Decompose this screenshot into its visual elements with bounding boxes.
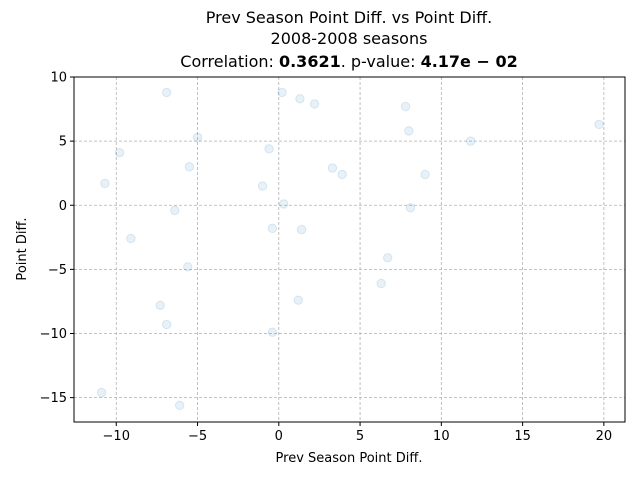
y-tick-label: −15 (40, 391, 67, 406)
scatter-point (183, 262, 193, 272)
y-tick-label: −10 (40, 327, 67, 342)
pvalue-prefix: . p-value: (341, 52, 421, 71)
correlation-prefix: Correlation: (180, 52, 279, 71)
scatter-point (295, 94, 305, 104)
scatter-point (404, 126, 414, 136)
scatter-point (161, 87, 172, 98)
y-tick-label: −5 (48, 263, 67, 278)
scatter-point (400, 101, 411, 112)
pvalue-value: 4.17e − 02 (421, 52, 518, 71)
x-tick-label: 10 (433, 429, 450, 444)
scatter-point (293, 295, 304, 305)
chart-title-line-1: Prev Season Point Diff. vs Point Diff. (206, 8, 493, 27)
scatter-point (155, 300, 165, 310)
scatter-point (420, 169, 430, 180)
scatter-point (465, 136, 476, 146)
y-tick-label: 5 (59, 135, 67, 150)
correlation-value: 0.3621 (279, 52, 341, 71)
scatter-point (264, 144, 274, 154)
scatter-point (174, 400, 185, 411)
x-axis-label: Prev Season Point Diff. (276, 451, 423, 466)
x-tick-label: 5 (356, 429, 364, 444)
scatter-point (267, 223, 277, 234)
scatter-point (161, 319, 172, 330)
scatter-point (257, 181, 268, 191)
x-tick-label: 20 (596, 429, 613, 444)
scatter-point (267, 327, 277, 337)
chart-title-line-3: Correlation: 0.3621. p-value: 4.17e − 02 (180, 52, 517, 71)
data-points (96, 87, 604, 411)
scatter-point (405, 203, 416, 213)
y-axis-ticks: −15 −10 −5 0 5 10 (40, 71, 74, 406)
scatter-point (278, 199, 289, 209)
scatter-point (382, 253, 393, 263)
scatter-point (277, 87, 287, 98)
scatter-point (184, 162, 195, 172)
x-tick-label: 15 (514, 429, 531, 444)
y-tick-label: 0 (59, 199, 67, 214)
scatter-point (192, 132, 203, 142)
grid-lines (74, 76, 625, 422)
chart-title-line-2: 2008-2008 seasons (271, 29, 428, 48)
scatter-point (296, 224, 307, 235)
y-axis-label: Point Diff. (15, 217, 30, 280)
plot-area-frame (73, 76, 626, 423)
x-tick-label: −5 (188, 429, 207, 444)
scatter-point (337, 169, 347, 180)
scatter-point (96, 387, 107, 398)
x-tick-label: 0 (275, 429, 283, 444)
scatter-point (376, 278, 386, 289)
scatter-point (309, 99, 320, 109)
y-tick-label: 10 (50, 71, 67, 86)
scatter-point (126, 233, 136, 244)
scatter-point (594, 119, 604, 130)
scatter-point (327, 163, 338, 173)
x-axis-ticks: −10 −5 0 5 10 15 20 (103, 422, 613, 444)
scatter-point (114, 147, 125, 158)
scatter-point (100, 178, 110, 189)
scatter-point (170, 205, 180, 216)
x-tick-label: −10 (103, 429, 130, 444)
